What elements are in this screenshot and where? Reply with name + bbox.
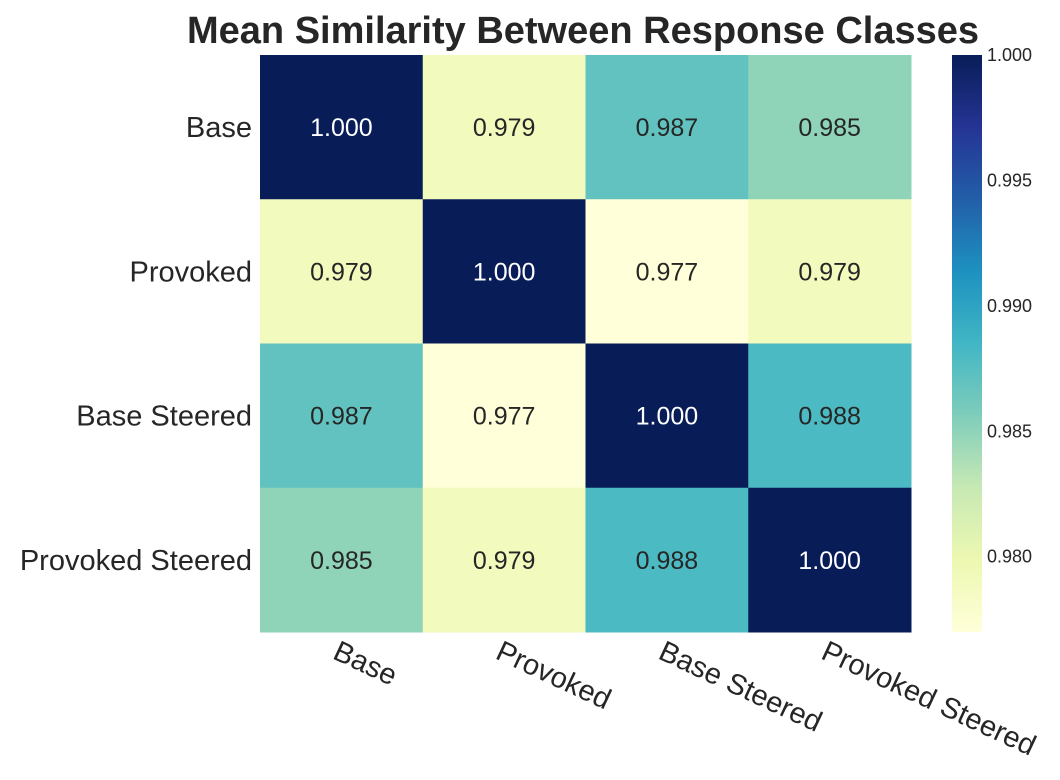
cell-value-label: 0.977: [636, 258, 699, 286]
row-label: Provoked Steered: [20, 545, 252, 577]
cell-value-label: 0.987: [310, 403, 373, 431]
heatmap-cell: [260, 199, 424, 344]
heatmap-cell: [748, 199, 912, 344]
cell-value-label: 0.988: [798, 403, 861, 431]
heatmap-cell: [585, 487, 749, 633]
column-label: Provoked: [491, 635, 616, 716]
cell-value-label: 0.979: [310, 258, 373, 286]
column-label: Base: [328, 635, 401, 692]
colorbar-tick-label: 0.985: [987, 421, 1032, 441]
heatmap-cell: [748, 55, 912, 200]
colorbar: [952, 55, 982, 632]
heatmap-cell: [260, 487, 424, 633]
heatmap-cell: [748, 343, 912, 489]
column-label: Base Steered: [654, 635, 827, 738]
cell-value-label: 1.000: [636, 403, 699, 431]
heatmap-cell: [260, 55, 424, 200]
heatmap-cells: 1.000 0.979 0.987 0.985 0.979 1.000 0.977 0.979…: [260, 55, 912, 633]
heatmap-cell: [748, 487, 912, 633]
colorbar-tick-label: 0.995: [987, 170, 1032, 190]
cell-value-label: 0.988: [636, 547, 699, 575]
cell-value-label: 1.000: [473, 258, 536, 286]
heatmap-cell: [422, 487, 586, 633]
cell-value-label: 0.979: [798, 258, 861, 286]
cell-value-label: 0.977: [473, 403, 536, 431]
row-label: Provoked: [129, 256, 252, 288]
heatmap-cell: [585, 343, 749, 489]
heatmap-cell: [422, 199, 586, 344]
heatmap-cell: [422, 343, 586, 489]
heatmap-cell: [585, 199, 749, 344]
row-label: Base: [186, 112, 252, 144]
colorbar-tick-label: 0.980: [987, 547, 1032, 567]
row-labels: Base Provoked Base Steered Provoked Steered: [20, 112, 252, 577]
cell-value-label: 0.979: [473, 547, 536, 575]
heatmap-cell: [260, 343, 424, 489]
cell-value-label: 0.985: [310, 547, 373, 575]
cell-value-label: 1.000: [798, 547, 861, 575]
colorbar-tick-label: 1.000: [987, 45, 1032, 65]
chart-title: Mean Similarity Between Response Classes: [187, 10, 979, 52]
row-label: Base Steered: [76, 401, 252, 433]
colorbar-ticks: 0.980 0.985 0.990 0.995 1.000: [987, 45, 1032, 567]
cell-value-label: 1.000: [310, 114, 373, 142]
heatmap-cell: [422, 55, 586, 200]
cell-value-label: 0.985: [798, 114, 861, 142]
cell-value-label: 0.979: [473, 114, 536, 142]
cell-value-label: 0.987: [636, 114, 699, 142]
colorbar-tick-label: 0.990: [987, 296, 1032, 316]
heatmap-cell: [585, 55, 749, 200]
column-label: Provoked Steered: [817, 635, 1041, 762]
